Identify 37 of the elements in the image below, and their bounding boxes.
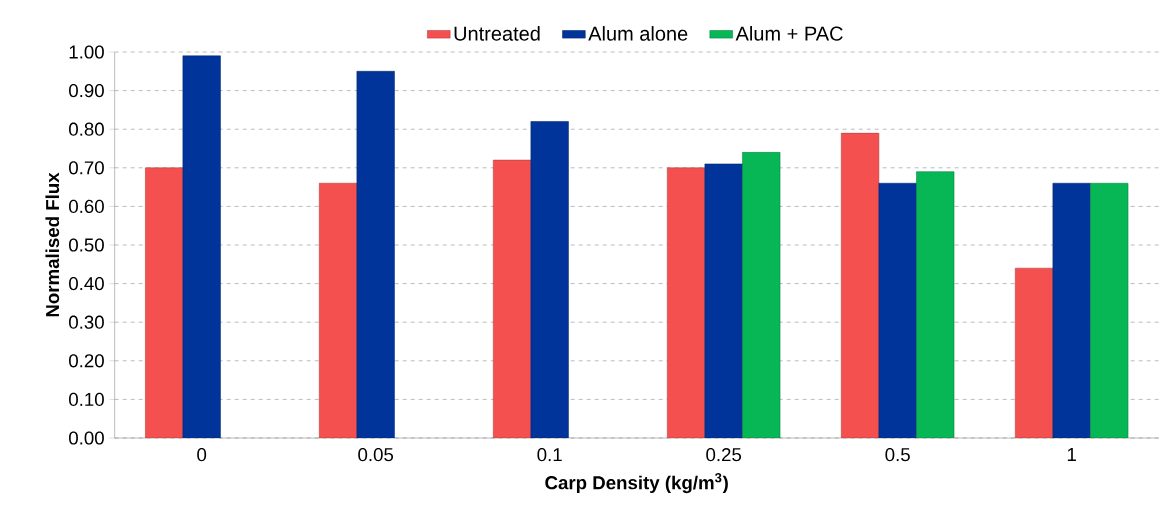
- x-tick-label: 1: [1067, 448, 1076, 461]
- y-tick-label: 0.90: [69, 83, 104, 98]
- x-tick-label: 0.1: [537, 448, 562, 462]
- legend-label: Alum + PAC: [735, 26, 843, 41]
- bar: [319, 182, 358, 438]
- x-tick-label: 0.5: [885, 448, 910, 462]
- bar: [1052, 182, 1091, 438]
- legend-label: Alum alone: [588, 26, 688, 41]
- bar: [493, 159, 532, 438]
- bar: [1015, 267, 1054, 438]
- y-axis-title: Normalised Flux: [45, 172, 60, 317]
- y-tick-label: 0.50: [69, 238, 104, 252]
- x-tick-label: 0.25: [706, 448, 742, 462]
- y-tick-label: 0.70: [69, 161, 104, 175]
- y-tick-label: 0.00: [69, 431, 104, 445]
- bar: [356, 71, 395, 438]
- bar: [145, 167, 184, 438]
- y-tick-label: 0.40: [69, 276, 104, 291]
- bar: [878, 182, 917, 438]
- y-tick-label: 0.30: [69, 315, 104, 329]
- bar: [530, 121, 569, 438]
- y-tick-label: 0.10: [69, 392, 104, 407]
- bar: [742, 152, 781, 438]
- bar: [841, 132, 880, 438]
- x-tick-label: 0: [197, 448, 207, 462]
- bar: [667, 167, 706, 438]
- bar: [704, 163, 743, 438]
- y-tick-label: 1.00: [69, 45, 104, 59]
- y-tick-label: 0.60: [69, 199, 104, 214]
- y-tick-label: 0.20: [69, 354, 104, 368]
- legend-label: Untreated: [454, 26, 540, 41]
- bar: [1090, 182, 1129, 438]
- bar: [916, 171, 955, 438]
- bar: [182, 55, 221, 438]
- x-axis-title: Carp Density (kg/m$^{3}$): [545, 473, 728, 494]
- y-tick-label: 0.80: [69, 122, 104, 136]
- x-tick-label: 0.05: [358, 448, 394, 462]
